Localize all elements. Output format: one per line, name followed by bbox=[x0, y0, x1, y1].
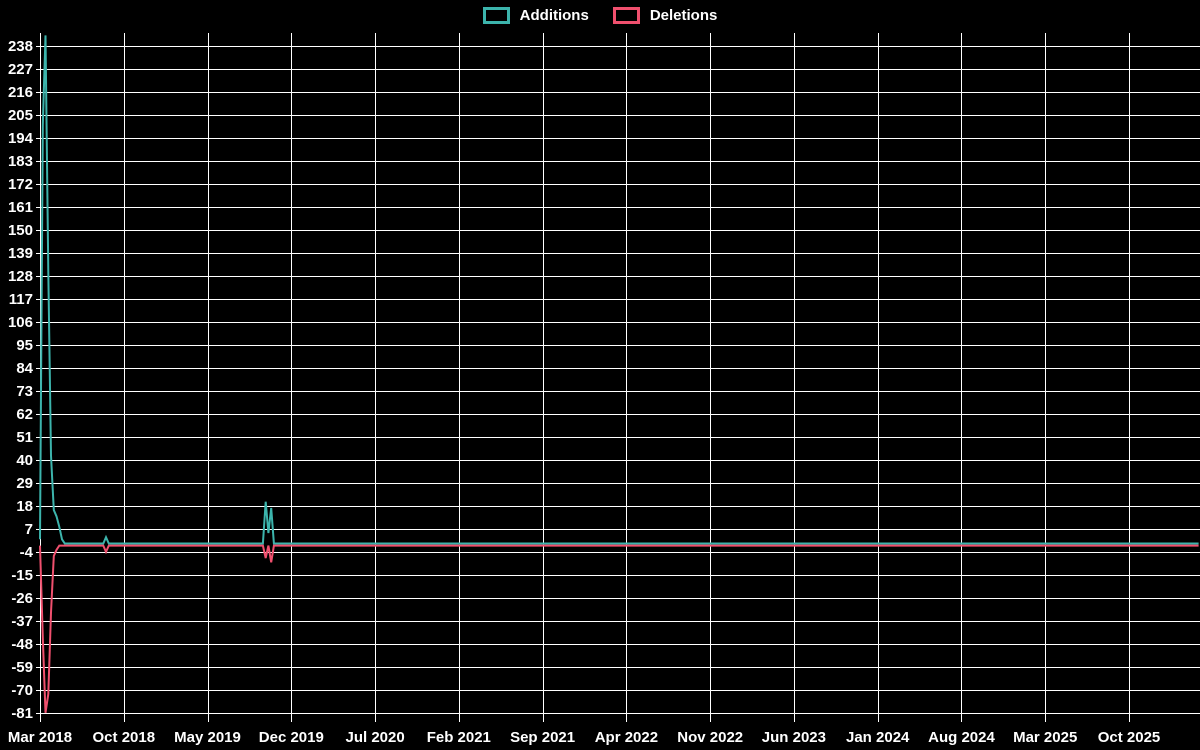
y-tick-label: 29 bbox=[16, 475, 33, 492]
y-tick-label: 18 bbox=[16, 498, 33, 515]
y-tick-label: 128 bbox=[8, 268, 33, 285]
y-tick-label: 106 bbox=[8, 314, 33, 331]
x-tick-labels: Mar 2018 Oct 2018 May 2019 Dec 2019 Jul 2020… bbox=[8, 729, 1160, 746]
x-tick-label: Oct 2018 bbox=[93, 729, 156, 746]
y-tick-label: -70 bbox=[11, 682, 33, 699]
x-tick-label: Oct 2025 bbox=[1098, 729, 1161, 746]
x-tick-label: Apr 2022 bbox=[595, 729, 658, 746]
deletions-line bbox=[39, 544, 1199, 714]
y-tick-label: 62 bbox=[16, 406, 33, 423]
chart-legend: Additions Deletions bbox=[0, 7, 1200, 24]
y-tick-label: 139 bbox=[8, 245, 33, 262]
y-tick-label: 84 bbox=[16, 360, 33, 377]
y-tick-label: -37 bbox=[11, 613, 33, 630]
y-tick-label: -59 bbox=[11, 659, 33, 676]
y-tick-label: 51 bbox=[16, 429, 33, 446]
y-tick-label: 216 bbox=[8, 84, 33, 101]
y-tick-label: -15 bbox=[11, 567, 33, 584]
y-tick-labels: 238 227 216 205 194 183 172 161 150 139 128 117 106 9… bbox=[8, 38, 34, 722]
y-tick-label: 205 bbox=[8, 107, 33, 124]
y-tick-label: 161 bbox=[8, 199, 33, 216]
deletions-legend-label: Deletions bbox=[649, 7, 718, 24]
additions-swatch bbox=[482, 7, 510, 24]
additions-legend-label: Additions bbox=[519, 7, 589, 24]
deletions-swatch bbox=[612, 7, 640, 24]
y-tick-label: -48 bbox=[11, 636, 33, 653]
y-tick-label: 238 bbox=[8, 38, 33, 55]
y-tick-label: -4 bbox=[20, 544, 34, 561]
y-tick-label: 194 bbox=[8, 130, 34, 147]
y-tick-label: 172 bbox=[8, 176, 33, 193]
x-tick-label: Mar 2025 bbox=[1013, 729, 1077, 746]
y-tick-label: 117 bbox=[9, 291, 33, 308]
y-tick-label: -81 bbox=[11, 705, 33, 722]
y-tick-label: 40 bbox=[16, 452, 33, 469]
x-tick-label: Sep 2021 bbox=[510, 729, 575, 746]
x-tick-label: Mar 2018 bbox=[8, 729, 72, 746]
y-tick-label: 227 bbox=[8, 61, 33, 78]
x-tick-label: Aug 2024 bbox=[928, 729, 995, 746]
y-tick-label: 7 bbox=[25, 521, 33, 538]
x-tick-label: Jan 2024 bbox=[846, 729, 910, 746]
x-tick-label: Nov 2022 bbox=[677, 729, 743, 746]
legend-item-deletions: Deletions bbox=[612, 7, 718, 24]
grid-lines bbox=[36, 33, 1200, 722]
x-tick-label: Jul 2020 bbox=[345, 729, 404, 746]
additions-line bbox=[39, 35, 1199, 545]
x-tick-label: May 2019 bbox=[174, 729, 241, 746]
y-tick-label: 73 bbox=[16, 383, 33, 400]
legend-item-additions: Additions bbox=[482, 7, 589, 24]
y-tick-label: 150 bbox=[8, 222, 33, 239]
y-tick-label: 183 bbox=[8, 153, 33, 170]
y-tick-label: -26 bbox=[11, 590, 33, 607]
x-tick-label: Feb 2021 bbox=[427, 729, 491, 746]
x-tick-label: Dec 2019 bbox=[259, 729, 324, 746]
x-tick-label: Jun 2023 bbox=[762, 729, 826, 746]
y-tick-label: 95 bbox=[16, 337, 33, 354]
